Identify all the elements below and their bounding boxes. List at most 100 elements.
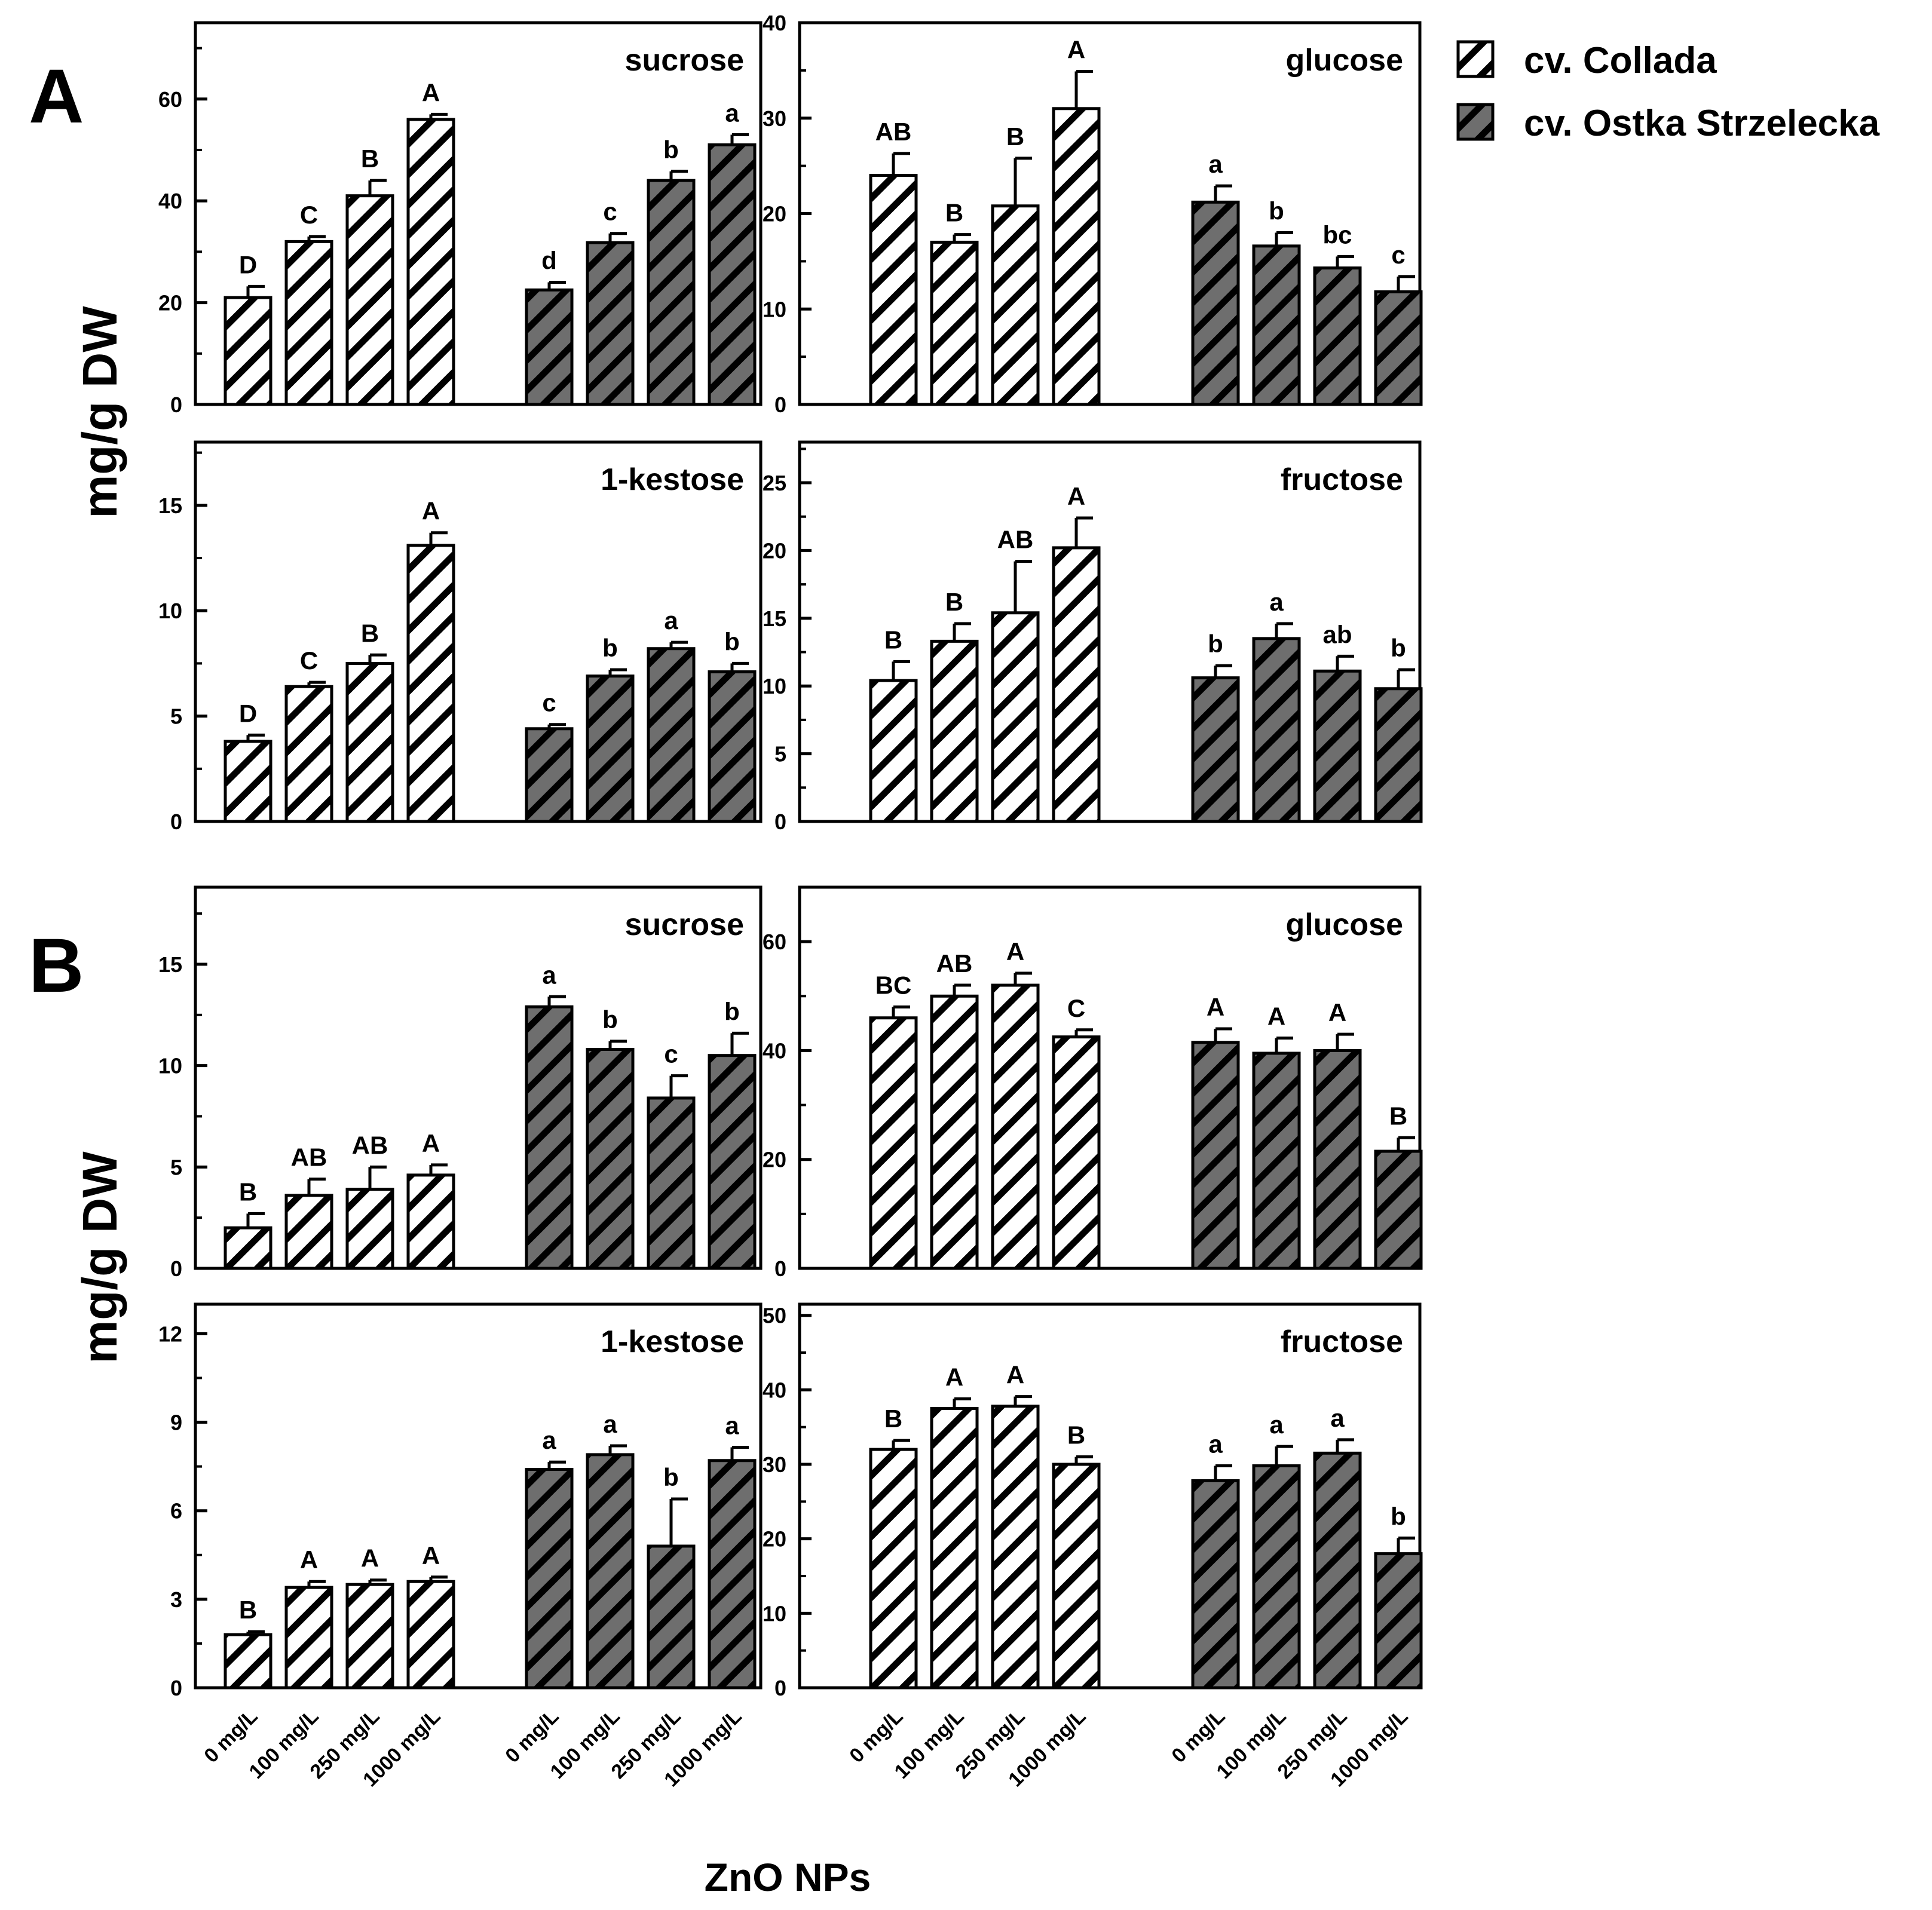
bar: [647, 179, 696, 406]
significance-label: a: [725, 1412, 739, 1440]
significance-label: A: [422, 1541, 440, 1569]
significance-label: A: [1328, 998, 1346, 1026]
panel-letter-a: A: [29, 54, 84, 139]
significance-label: a: [603, 1410, 617, 1438]
bar: [345, 194, 394, 406]
y-tick-label: 15: [158, 952, 182, 977]
bar: [1313, 669, 1362, 823]
bar: [1191, 1479, 1240, 1690]
significance-label: A: [422, 1129, 440, 1157]
significance-label: A: [300, 1546, 318, 1574]
legend-item-collada: cv. Collada: [1456, 40, 1717, 81]
y-tick-label: 0: [774, 393, 786, 417]
y-axis-label-b: mg/g DW: [73, 1151, 127, 1364]
chart-title: fructose: [1281, 462, 1403, 497]
significance-label: b: [1391, 1502, 1406, 1530]
plot-frame: [798, 1302, 1422, 1690]
bar: [406, 118, 455, 406]
bar: [406, 1173, 455, 1270]
significance-label: A: [1207, 993, 1224, 1021]
bar: [708, 1459, 757, 1690]
chart-title: sucrose: [625, 908, 744, 942]
y-tick-label: 15: [158, 493, 182, 518]
bar: [586, 1453, 635, 1690]
x-tick-label: 0 mg/L: [845, 1705, 907, 1767]
bar: [708, 1054, 757, 1270]
legend-swatch-collada: [1456, 40, 1495, 78]
significance-label: B: [1006, 122, 1024, 151]
bar: [1252, 1464, 1301, 1690]
significance-label: D: [239, 699, 257, 727]
significance-label: A: [422, 78, 440, 106]
significance-label: B: [945, 588, 963, 616]
significance-label: d: [541, 247, 557, 275]
bar: [345, 1188, 394, 1270]
significance-label: A: [1067, 482, 1085, 510]
significance-label: a: [1269, 1411, 1284, 1439]
significance-label: A: [1267, 1002, 1285, 1030]
significance-label: b: [663, 1463, 679, 1491]
bar: [1374, 687, 1423, 823]
bar: [1313, 1048, 1362, 1270]
significance-label: b: [1269, 197, 1284, 225]
significance-label: AB: [875, 118, 912, 146]
significance-label: B: [361, 145, 379, 173]
y-tick-label: 10: [158, 1054, 182, 1078]
bar: [345, 661, 394, 823]
y-tick-label: 30: [763, 106, 786, 131]
bar: [708, 670, 757, 823]
bar: [930, 240, 979, 406]
y-tick-label: 6: [170, 1499, 182, 1523]
bar: [525, 1468, 574, 1690]
y-tick-label: 25: [763, 471, 786, 495]
bar: [586, 241, 635, 406]
y-tick-label: 0: [774, 810, 786, 834]
y-tick-label: 10: [763, 1601, 786, 1626]
bar: [525, 288, 574, 406]
y-tick-label: 0: [774, 1676, 786, 1700]
significance-label: B: [361, 619, 379, 647]
y-tick-label: 40: [763, 1378, 786, 1402]
significance-label: a: [1330, 1404, 1345, 1432]
y-tick-label: 9: [170, 1411, 182, 1435]
significance-label: B: [884, 1405, 902, 1433]
bar: [345, 1583, 394, 1690]
legend-label-collada: cv. Collada: [1524, 40, 1717, 81]
significance-label: b: [724, 627, 740, 655]
bar: [991, 1405, 1040, 1690]
chart-A-fructose: fructose 0 5 10 15 20 25 B B AB Ab a ab b: [763, 440, 1423, 834]
significance-label: b: [1208, 630, 1223, 658]
significance-label: bc: [1322, 220, 1352, 249]
y-tick-label: 60: [763, 930, 786, 954]
bar: [1052, 1463, 1101, 1690]
bar: [1374, 1552, 1423, 1690]
bar: [991, 983, 1040, 1270]
y-tick-label: 20: [763, 1527, 786, 1552]
significance-label: b: [602, 1005, 618, 1034]
y-tick-label: 20: [158, 291, 182, 315]
y-tick-label: 40: [763, 1038, 786, 1063]
bar: [284, 1586, 333, 1690]
y-tick-label: 5: [170, 1155, 182, 1179]
panel-letter-b: B: [29, 923, 84, 1008]
y-tick-label: 3: [170, 1587, 182, 1612]
significance-label: B: [945, 199, 963, 227]
significance-label: b: [663, 136, 679, 164]
bar: [223, 296, 272, 406]
plot-frame: [798, 885, 1422, 1270]
y-tick-label: 10: [158, 599, 182, 623]
y-tick-label: 50: [763, 1304, 786, 1328]
bar: [991, 204, 1040, 406]
y-tick-label: 12: [158, 1322, 182, 1346]
legend-item-ostka: cv. Ostka Strzelecka: [1456, 103, 1880, 144]
significance-label: a: [664, 606, 678, 634]
y-tick-label: 10: [763, 297, 786, 321]
bar: [1252, 244, 1301, 406]
significance-label: AB: [936, 949, 973, 977]
significance-label: B: [239, 1596, 257, 1624]
chart-A-1-kestose: 1-kestose 0 5 10 15 D C B Ac b a b: [158, 440, 763, 834]
bar: [708, 143, 757, 406]
significance-label: D: [239, 250, 257, 278]
